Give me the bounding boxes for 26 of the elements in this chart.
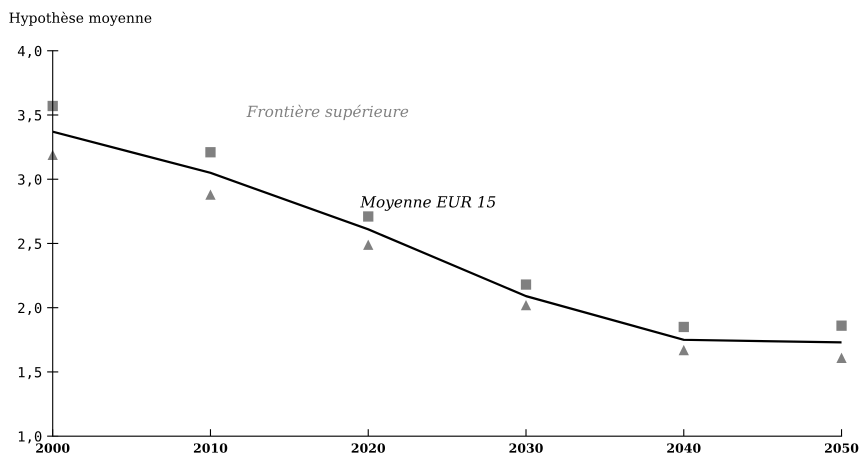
point [520, 300, 532, 310]
point [205, 147, 216, 158]
series-label: Moyenne EUR 15 [360, 196, 496, 211]
y-tick-label: 2,5 [18, 238, 42, 251]
point [520, 279, 532, 290]
point [836, 320, 847, 331]
y-tick-label: 3,0 [18, 174, 42, 186]
y-tick-label: 3,5 [18, 110, 42, 122]
x-tick-label: 2030 [509, 443, 543, 453]
point [205, 189, 216, 200]
x-tick-label: 2000 [36, 443, 70, 453]
x-tick-label: 2040 [667, 443, 701, 453]
point [678, 322, 689, 332]
x-tick-label: 2010 [194, 443, 228, 453]
y-tick-label: 1,0 [18, 431, 42, 444]
point [836, 352, 847, 363]
y-tick-label: 4,0 [18, 46, 42, 58]
y-tick-label: 1,5 [18, 367, 42, 380]
point [363, 211, 374, 222]
text: Frontière supérieure [246, 104, 408, 120]
point [678, 344, 689, 356]
point [363, 240, 374, 250]
x-tick-label: 2020 [352, 443, 386, 453]
y-axis-title: Hypothèse moyenne [9, 12, 152, 26]
x-tick-label: 2050 [824, 443, 858, 453]
y-tick-label: 2,0 [18, 302, 42, 315]
